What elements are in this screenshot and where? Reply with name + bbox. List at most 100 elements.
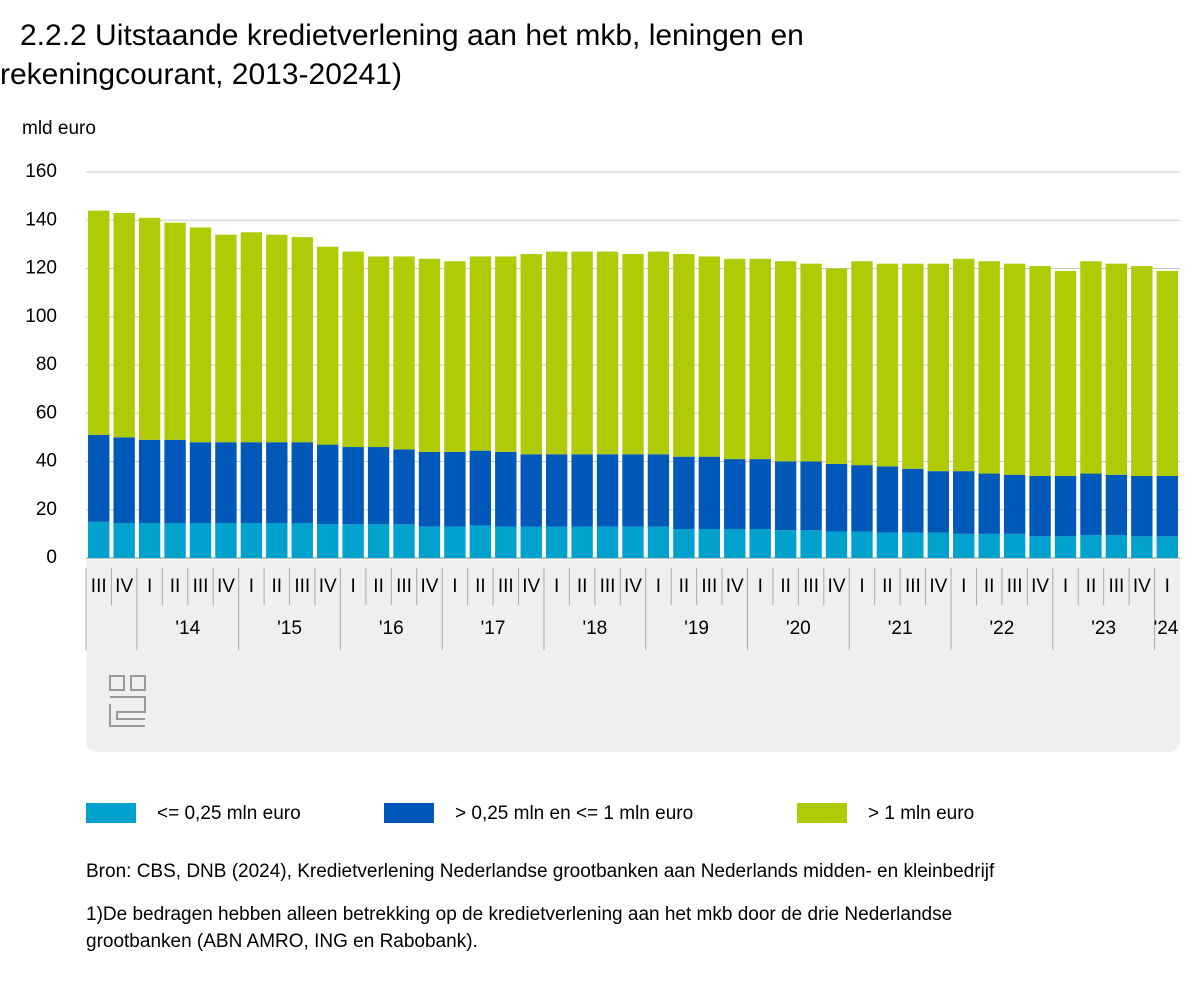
x-tick-label: III xyxy=(193,576,209,597)
bar-segment xyxy=(927,471,949,533)
group-label: '15 xyxy=(277,618,302,639)
bar-segment xyxy=(596,454,619,527)
x-tick-label: III xyxy=(396,576,412,597)
bar-segment xyxy=(1131,536,1153,558)
bar-segment xyxy=(774,530,797,558)
x-tick-label: I xyxy=(249,576,254,597)
x-tick-label: III xyxy=(600,576,616,597)
x-tick-label: I xyxy=(147,576,152,597)
bar-segment xyxy=(291,523,313,558)
bar-segment xyxy=(978,261,1000,474)
footnote: 1)De bedragen hebben alleen betrekking o… xyxy=(86,904,952,925)
bar-segment xyxy=(673,456,695,530)
bar-segment xyxy=(342,524,364,558)
x-tick-label: IV xyxy=(420,576,438,597)
x-tick-label: I xyxy=(554,576,559,597)
bar-segment xyxy=(418,451,441,527)
x-tick-label: IV xyxy=(522,576,540,597)
legend-swatch xyxy=(86,803,136,823)
bar-segment xyxy=(724,459,746,530)
bar-segment xyxy=(749,459,771,530)
bar-segment xyxy=(851,261,873,466)
bar-segment xyxy=(88,210,110,435)
bar-segment xyxy=(876,466,899,533)
x-tick-label: III xyxy=(294,576,310,597)
bar-segment xyxy=(317,246,339,445)
group-label: '16 xyxy=(379,618,404,639)
bar-segment xyxy=(189,523,212,558)
x-tick-label: II xyxy=(780,576,791,597)
bar-segment xyxy=(88,521,110,558)
bar-segment xyxy=(291,442,313,524)
bar-segment xyxy=(698,529,721,558)
bar-segment xyxy=(418,258,441,452)
x-tick-label: II xyxy=(272,576,283,597)
bar-segment xyxy=(596,251,619,455)
x-tick-label: IV xyxy=(929,576,947,597)
bar-segment xyxy=(1156,270,1178,476)
bar-segment xyxy=(164,222,186,440)
x-tick-label: I xyxy=(859,576,864,597)
footnote: grootbanken (ABN AMRO, ING en Rabobank). xyxy=(86,931,478,952)
bar-segment xyxy=(469,256,492,451)
x-tick-label: I xyxy=(961,576,966,597)
bar-segment xyxy=(1054,475,1077,537)
bar-segment xyxy=(724,258,746,460)
bar-segment xyxy=(876,263,899,467)
x-tick-label: II xyxy=(984,576,995,597)
bar-segment xyxy=(291,237,313,443)
bar-segment xyxy=(266,234,288,443)
x-tick-label: II xyxy=(373,576,384,597)
x-tick-label: I xyxy=(1063,576,1068,597)
bar-segment xyxy=(749,258,771,460)
bar-segment xyxy=(1080,261,1102,474)
bar-segment xyxy=(774,461,797,531)
x-tick-label: I xyxy=(452,576,457,597)
bar-segment xyxy=(978,473,1000,534)
bar-segment xyxy=(342,447,364,525)
legend-label: > 0,25 mln en <= 1 mln euro xyxy=(455,803,693,824)
bar-segment xyxy=(367,447,390,525)
bar-segment xyxy=(138,217,161,440)
group-label: '24 xyxy=(1154,618,1179,639)
bar-segment xyxy=(189,442,212,524)
y-tick-label: 0 xyxy=(46,547,57,568)
bar-segment xyxy=(367,256,390,448)
bar-segment xyxy=(1105,474,1128,536)
logo xyxy=(109,675,146,727)
x-tick-label: I xyxy=(656,576,661,597)
bar-segment xyxy=(902,263,924,469)
bar-segment xyxy=(851,531,873,558)
x-tick-label: IV xyxy=(1133,576,1151,597)
x-tick-label: IV xyxy=(624,576,642,597)
chart-title: 2.2.2 Uitstaande kredietverlening aan he… xyxy=(20,19,804,52)
x-tick-label: II xyxy=(475,576,486,597)
bar-segment xyxy=(825,463,848,532)
bar-segment xyxy=(520,454,542,527)
bar-segment xyxy=(953,471,975,534)
bar-segment xyxy=(927,532,949,558)
bar-segment xyxy=(393,449,415,525)
x-tick-label: I xyxy=(350,576,355,597)
y-tick-label: 160 xyxy=(25,161,57,182)
bar-segment xyxy=(393,256,415,450)
chart-title: rekeningcourant, 2013-20241) xyxy=(0,58,402,91)
bar-segment xyxy=(1003,263,1026,475)
bar-segment xyxy=(444,451,466,527)
bar-segment xyxy=(825,531,848,558)
bar-segment xyxy=(800,461,822,531)
bar-segment xyxy=(647,454,670,527)
bar-segment xyxy=(622,254,644,455)
bar-segment xyxy=(902,468,924,533)
bar-segment xyxy=(647,526,670,558)
legend-swatch xyxy=(797,803,847,823)
bar-segment xyxy=(1003,533,1026,558)
bar-segment xyxy=(367,524,390,558)
x-tick-label: IV xyxy=(217,576,235,597)
bar-segment xyxy=(1105,263,1128,475)
bar-segment xyxy=(673,529,695,558)
bar-segment xyxy=(876,532,899,558)
axis-panel xyxy=(86,560,1180,752)
y-axis-label: mld euro xyxy=(22,118,96,139)
bar-segment xyxy=(1105,535,1128,558)
